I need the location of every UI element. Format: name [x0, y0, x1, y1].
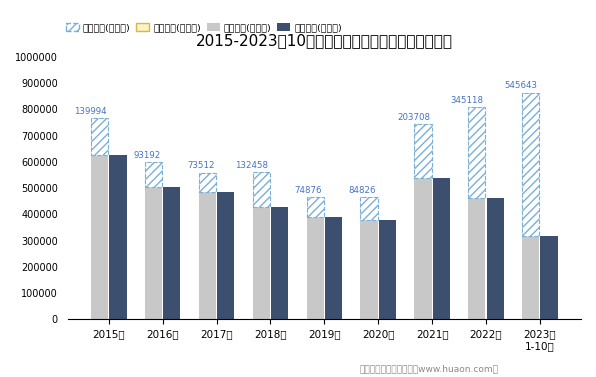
Legend: 贸易顺差(万美元), 贸易逆差(万美元), 出口总额(万美元), 进口总额(万美元): 贸易顺差(万美元), 贸易逆差(万美元), 出口总额(万美元), 进口总额(万美…	[62, 20, 346, 36]
Bar	[145, 162, 162, 187]
Text: 制图：华经产业研究院（www.huaon.com）: 制图：华经产业研究院（www.huaon.com）	[359, 364, 499, 373]
Text: 345118: 345118	[451, 96, 484, 105]
Bar	[91, 118, 108, 155]
Text: 74876: 74876	[294, 186, 322, 195]
Bar	[325, 217, 342, 319]
Text: 84826: 84826	[349, 186, 376, 195]
Text: 545643: 545643	[505, 81, 538, 90]
Text: 139994: 139994	[74, 107, 107, 116]
Bar	[486, 198, 504, 319]
Bar	[91, 118, 108, 319]
Text: 73512: 73512	[187, 161, 215, 170]
Bar	[306, 197, 324, 319]
Title: 2015-2023年10月河北省外商投资企业进出口差额图: 2015-2023年10月河北省外商投资企业进出口差额图	[196, 34, 453, 49]
Bar	[271, 207, 288, 319]
Bar	[378, 219, 396, 319]
Text: 93192: 93192	[134, 151, 160, 160]
Text: 203708: 203708	[397, 113, 430, 122]
Bar	[361, 197, 378, 319]
Bar	[198, 173, 216, 319]
Bar	[145, 162, 162, 319]
Bar	[361, 197, 378, 219]
Bar	[541, 236, 558, 319]
Bar	[522, 93, 539, 319]
Bar	[433, 178, 450, 319]
Bar	[198, 173, 216, 192]
Bar	[414, 124, 432, 319]
Bar	[253, 172, 270, 207]
Bar	[217, 192, 234, 319]
Bar	[253, 172, 270, 319]
Bar	[468, 107, 486, 319]
Bar	[163, 187, 181, 319]
Bar	[306, 197, 324, 217]
Bar	[414, 124, 432, 178]
Bar	[468, 107, 486, 198]
Bar	[522, 93, 539, 236]
Text: 132458: 132458	[235, 161, 268, 170]
Bar	[109, 155, 126, 319]
